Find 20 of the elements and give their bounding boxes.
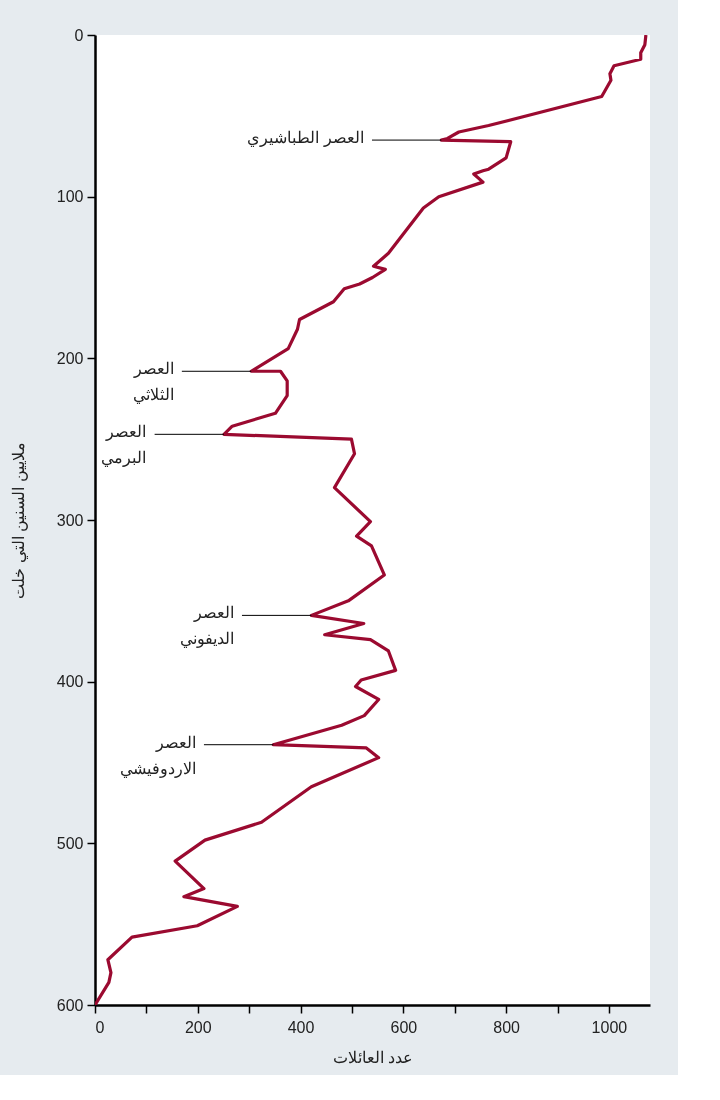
annotation: العصر الديفوني (179, 604, 234, 649)
x-tick-label: 600 (390, 1018, 418, 1036)
x-tick-label: 200 (184, 1018, 212, 1036)
y-tick-label: 600 (56, 996, 84, 1014)
y-axis-title: ملايين السنين التي خلت (9, 442, 28, 599)
y-tick-label: 300 (56, 511, 84, 529)
annotation: العصر البرمي (101, 423, 147, 468)
annotation: العصر الاردوفيشي (119, 733, 196, 778)
x-tick-label: 0 (95, 1018, 105, 1036)
y-tick-label: 200 (56, 349, 84, 367)
y-tick-label: 500 (56, 834, 84, 852)
x-tick-label: 1000 (591, 1018, 628, 1036)
annotation: العصر الثلاثي (132, 360, 174, 405)
x-axis-title: عدد العائلات (332, 1048, 414, 1066)
x-tick-label: 400 (287, 1018, 315, 1036)
annotation: العصر الطباشيري (247, 129, 364, 148)
x-tick-label: 800 (493, 1018, 521, 1036)
y-tick-label: 400 (56, 673, 84, 691)
y-tick-label: 0 (74, 26, 84, 44)
y-tick-label: 100 (56, 188, 84, 206)
